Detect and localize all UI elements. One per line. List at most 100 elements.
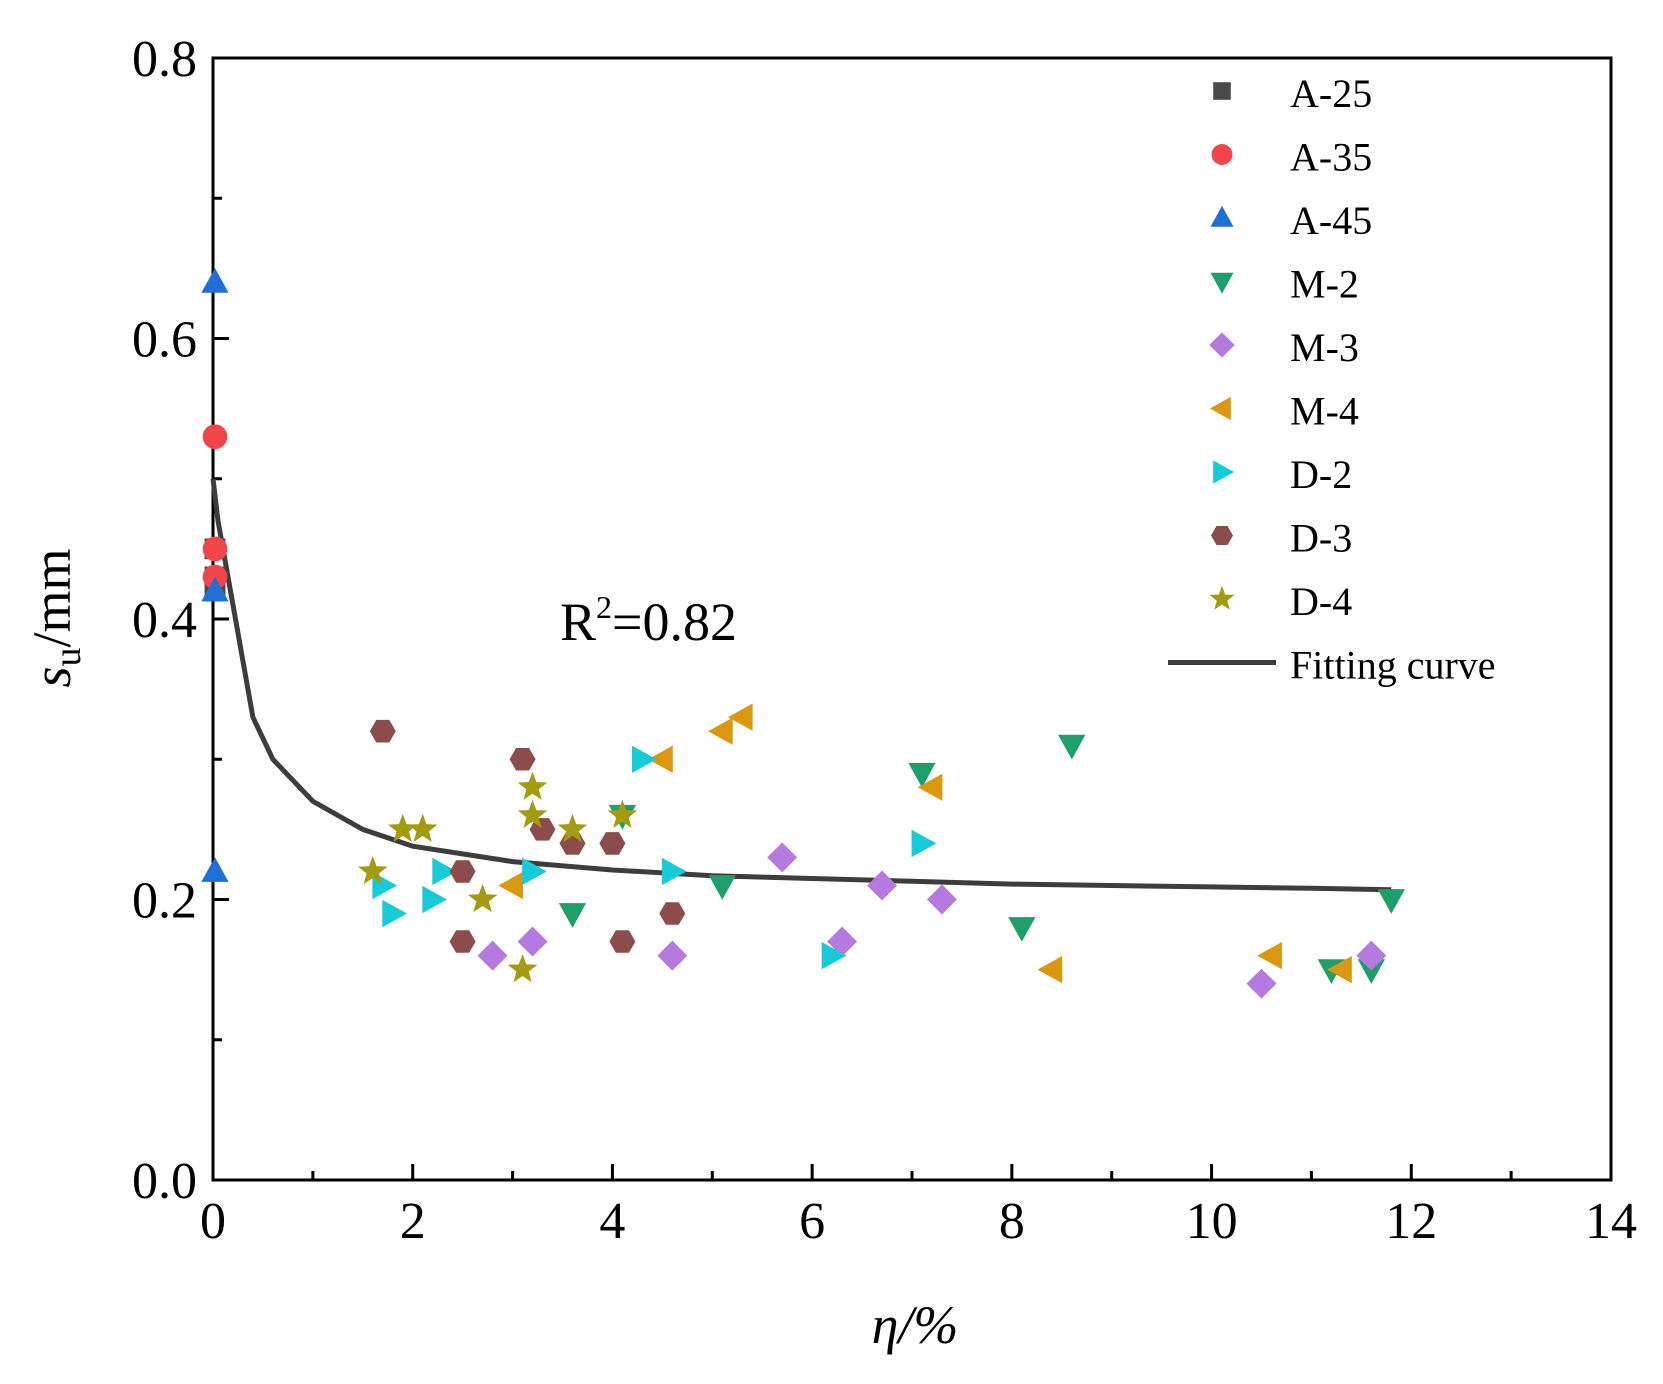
data-point-d-4 [407,813,438,842]
data-points [201,268,1405,999]
legend-label-d-2: D-2 [1290,452,1352,497]
legend-label-d-3: D-3 [1290,516,1352,561]
legend-label-a-45: A-45 [1290,198,1372,243]
data-point-d-2 [911,829,937,858]
legend-label-fitting-curve: Fitting curve [1290,643,1496,688]
data-point-d-2 [432,857,457,886]
data-point-d-4 [517,771,548,800]
axis-ticks [211,56,1613,1182]
legend-marker-m-3 [1209,332,1235,358]
data-point-a-45 [201,268,229,293]
data-point-m-3 [927,884,957,915]
data-point-m-3 [867,870,897,901]
x-axis-title: η/% [872,1295,959,1355]
data-point-m-4 [1327,956,1352,984]
legend-label-d-4: D-4 [1290,579,1352,624]
r-squared-value: =0.82 [612,592,737,652]
legend-label-m-2: M-2 [1290,262,1359,307]
legend-marker-a-25 [1213,82,1231,100]
x-tick-label: 14 [1585,1193,1637,1250]
data-point-m-2 [1058,734,1086,760]
legend: A-25 A-35 A-45 M-2 M-3 M-4 D-2 D-3 D-4 Fitting cu… [1168,71,1496,688]
legend-label-a-35: A-35 [1290,135,1372,180]
data-point-a-35 [202,536,228,562]
data-point-m-3 [657,940,688,971]
data-point-d-4 [607,799,638,828]
legend-marker-d-3 [1211,526,1233,545]
x-tick-label: 4 [599,1193,625,1250]
fitting-curve-line [210,478,1392,893]
y-tick-label: 0.6 [132,312,197,369]
data-point-d-2 [522,857,547,886]
legend-marker-a-35 [1211,144,1233,165]
data-point-d-4 [387,813,418,842]
data-point-d-4 [517,799,548,828]
y-axis-title: su/mm [22,548,89,687]
data-point-d-3 [599,832,626,855]
data-point-m-4 [917,773,943,801]
data-point-a-45 [201,857,229,882]
data-point-m-2 [558,903,587,928]
legend-label-a-25: A-25 [1290,71,1372,116]
y-tick-label: 0.0 [132,1153,197,1210]
data-point-m-4 [727,703,753,731]
data-point-d-4 [357,855,388,885]
data-point-d-4 [557,813,588,842]
legend-marker-a-45 [1210,205,1234,227]
data-point-m-4 [498,871,523,900]
legend-marker-d-4 [1209,585,1235,610]
y-tick-label: 0.4 [132,592,197,649]
legend-label-m-3: M-3 [1290,325,1359,370]
data-point-d-2 [422,885,447,914]
y-axis-title-symbol: s [22,667,82,688]
data-point-d-4 [467,883,498,913]
y-tick-label: 0.8 [132,31,197,88]
r-squared-superscript: 2 [596,589,612,625]
data-point-d-2 [632,745,657,773]
data-point-m-2 [708,875,736,900]
data-point-m-3 [827,926,858,957]
r-squared-annotation: R2=0.82 [560,589,737,652]
data-point-d-3 [449,930,476,953]
x-tick-label: 2 [400,1193,426,1250]
data-point-m-3 [1246,968,1277,999]
data-point-m-2 [908,762,936,788]
x-tick-label: 0 [200,1193,226,1250]
y-axis-title-subscript: u [47,648,89,667]
data-point-m-2 [1377,889,1405,914]
legend-marker-m-2 [1210,272,1234,294]
x-tick-label: 8 [999,1193,1025,1250]
y-axis-title-unit: /mm [22,548,82,647]
r-squared-r: R [560,592,596,652]
y-tick-label: 0.2 [132,873,197,930]
data-point-d-2 [661,857,687,886]
data-point-d-4 [507,954,538,983]
legend-label-m-4: M-4 [1290,389,1359,434]
data-point-m-2 [1357,959,1385,984]
data-point-a-45 [201,576,229,602]
data-point-m-4 [1037,956,1063,984]
data-point-m-3 [477,940,508,971]
x-tick-label: 10 [1186,1193,1238,1250]
data-point-d-2 [382,899,407,928]
legend-marker-d-2 [1213,460,1235,484]
data-point-m-4 [648,745,673,773]
plot-frame [211,56,1613,1182]
data-point-d-2 [821,942,847,970]
data-point-m-2 [1008,917,1036,942]
data-point-m-4 [1257,942,1282,970]
x-tick-label: 6 [799,1193,825,1250]
data-point-d-3 [369,719,396,743]
data-point-m-4 [708,717,733,745]
data-point-d-3 [449,860,476,883]
data-point-a-35 [202,424,228,450]
legend-marker-m-4 [1209,396,1231,421]
data-point-m-3 [767,842,798,873]
data-point-d-3 [509,748,536,771]
data-point-d-3 [609,930,636,953]
x-tick-label: 12 [1385,1193,1437,1250]
data-point-m-3 [517,926,548,957]
data-point-d-3 [659,902,686,925]
axis-tick-labels: 0 2 4 6 8 10 12 14 0.0 0.2 0.4 0.6 0.8 [132,31,1637,1250]
